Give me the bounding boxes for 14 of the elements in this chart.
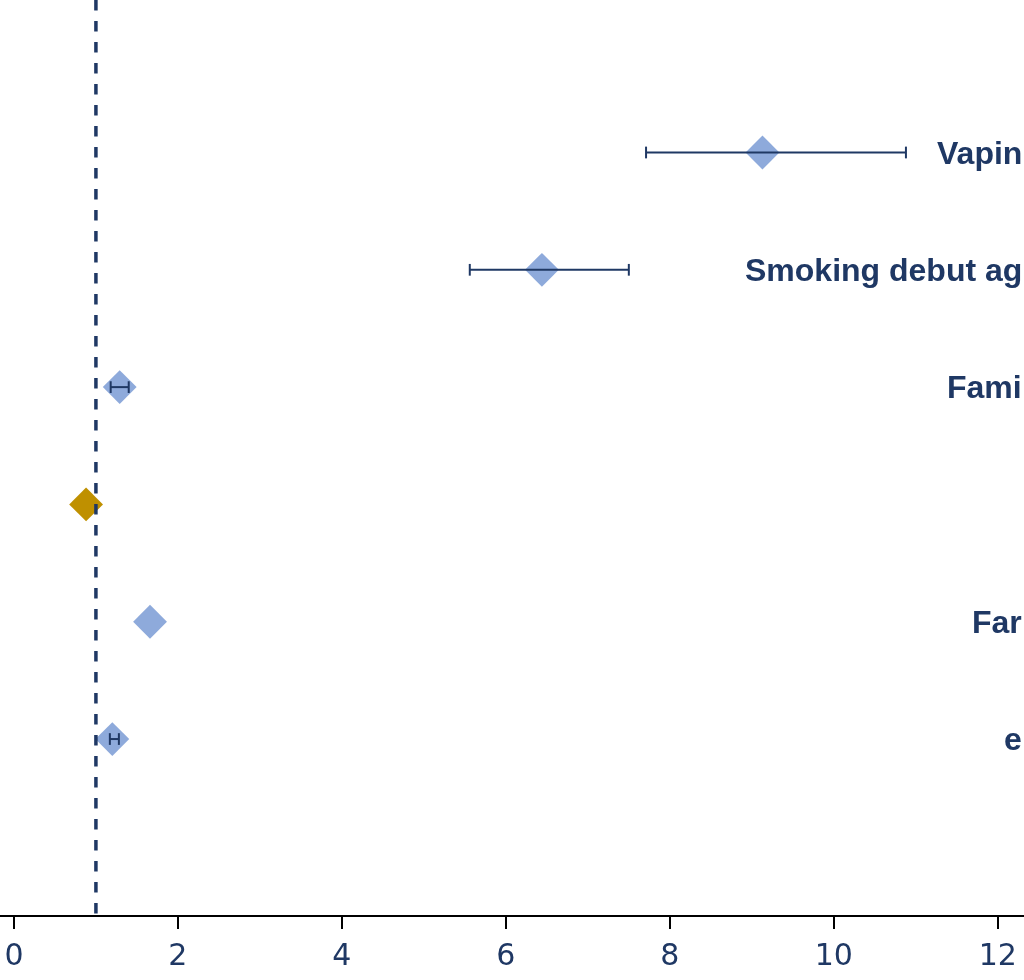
x-tick-label: 4: [332, 937, 352, 972]
y-tick-label: Smoking debut ag: [745, 252, 1023, 288]
y-tick-label: e: [1004, 721, 1022, 757]
x-tick-label: 12: [978, 937, 1017, 972]
x-tick-label: 0: [4, 937, 24, 972]
point: [133, 604, 167, 639]
x-tick-label: 10: [814, 937, 853, 972]
x-tick-label: 2: [168, 937, 188, 972]
y-tick-label: Vapin: [937, 135, 1023, 171]
x-tick-label: 8: [660, 937, 680, 972]
y-tick-label: Far: [972, 604, 1022, 640]
y-tick-label: Fami: [947, 369, 1022, 405]
point: [69, 487, 103, 522]
x-tick-label: 6: [496, 937, 516, 972]
